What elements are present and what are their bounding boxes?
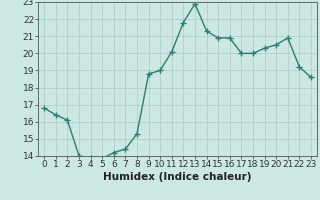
X-axis label: Humidex (Indice chaleur): Humidex (Indice chaleur): [103, 172, 252, 182]
